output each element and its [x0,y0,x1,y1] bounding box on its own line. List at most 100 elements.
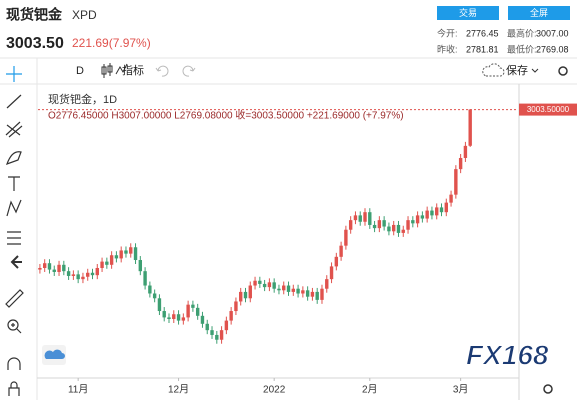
redo-icon[interactable] [182,65,196,77]
candle-body [286,285,291,292]
candle-body [195,307,200,316]
cloud-icon[interactable] [482,63,505,77]
candle-body [66,271,71,276]
last-price-box [519,103,577,116]
candle-body [167,317,171,320]
candle-body [415,215,420,224]
candle-body [267,282,272,288]
candle-body [129,247,133,254]
magnet-tool[interactable] [7,357,21,370]
candle-body [186,304,190,318]
candle-body [277,288,281,291]
candle-body [272,282,276,289]
candle-body [62,264,66,272]
text-tool[interactable] [8,176,20,191]
candle-body [315,291,319,300]
axis-settings-icon[interactable] [543,384,553,394]
candle-body [210,330,214,335]
candle-body [329,266,334,280]
candle-body [296,288,300,294]
broker-icon[interactable] [44,349,65,359]
candle-body [396,224,401,233]
candle-body [439,207,444,213]
candle-body [368,212,372,225]
interval-button[interactable]: D [76,65,84,77]
watermark-logo: FX168 [466,339,549,370]
last-price-label: 3003.50000 [527,105,570,114]
indicator-icon[interactable] [115,63,128,75]
indicators-button[interactable]: 指标 [122,63,144,77]
drawing-toolbar[interactable] [5,66,24,396]
candle-body [301,290,305,294]
candle-body [86,272,90,277]
candle-type-icon[interactable] [101,63,113,78]
plot [38,109,472,344]
candle-body [157,298,162,312]
candle-body [363,212,367,222]
candle-body [348,220,353,230]
fullscreen-button[interactable] [508,6,570,20]
undo-icon[interactable] [155,65,169,77]
chart-legend: 现货钯金，1D [48,92,117,106]
crosshair-tool[interactable] [6,66,22,82]
candle-body [391,224,396,232]
candle-body [47,263,52,270]
measure-tool[interactable] [5,289,24,308]
candle-body [282,285,286,291]
candle-body [234,301,238,312]
candle-body [109,255,114,265]
trade-button[interactable] [437,6,499,20]
fib-tool[interactable] [5,121,23,138]
brush-tool[interactable] [6,151,22,166]
save-dropdown[interactable] [531,68,539,73]
stat-value: 3007.00 [536,28,569,38]
candle-body [172,314,176,320]
candle-body [119,250,123,259]
candle-body [454,169,458,195]
trendline-tool[interactable] [6,94,22,109]
x-tick-label: 12月 [168,384,189,396]
save-button[interactable]: 保存 [506,63,528,77]
candle-body [124,250,128,254]
candle-body [444,202,448,213]
candle-body [353,215,358,221]
candle-body [114,255,119,259]
candle-body [425,210,429,219]
instrument-symbol: XPD [72,8,97,22]
price-change: 221.69(7.97%) [72,36,151,50]
hide-toolbar[interactable] [10,255,22,269]
lock-tool[interactable] [8,381,20,396]
candle-body [148,285,152,294]
candle-body [95,267,99,276]
trade-button-label[interactable]: 交易 [459,7,477,18]
candle-body [105,261,109,265]
stat-value: 2776.45 [466,28,499,38]
stat-label: 最低价: [507,43,537,54]
candle-body [42,263,47,268]
fullscreen-button-label[interactable]: 全屏 [530,7,548,18]
candle-body [463,145,468,158]
candle-body [305,290,310,297]
pattern-tool[interactable] [6,199,22,217]
zoom-tool[interactable] [7,319,19,331]
prediction-tool[interactable] [7,231,21,245]
candle-body [81,276,85,280]
candle-body [334,256,339,267]
candle-body [372,224,377,229]
candle-body [133,247,138,261]
candle-body [181,317,186,321]
stat-value: 2769.08 [536,44,569,54]
x-tick-label: 2022 [263,385,286,396]
candle-body [143,271,147,286]
candle-body [229,311,233,321]
candle-body [449,194,453,203]
candle-body [100,261,104,268]
candle-body [310,291,315,297]
candle-body [411,220,415,224]
candle-body [325,279,329,289]
candle-body [224,320,229,331]
candle-body [420,215,425,219]
settings-icon[interactable] [558,66,568,76]
candle-body [219,330,224,340]
